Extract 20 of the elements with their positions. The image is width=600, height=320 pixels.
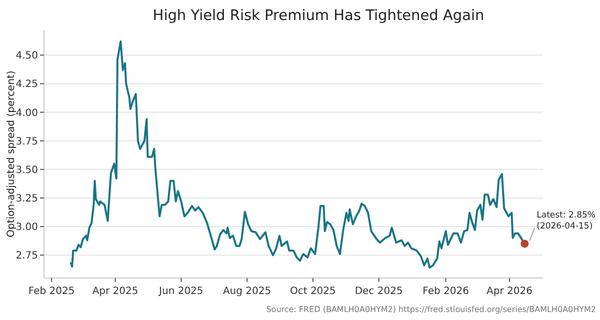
x-tick-label: Jun 2025 [158,286,204,297]
chart-title: High Yield Risk Premium Has Tightened Again [152,8,484,24]
y-tick-label: 4.25 [16,79,38,90]
y-tick-label: 4.50 [16,50,38,62]
y-axis-title: Option-adjusted spread (percent) [6,70,17,238]
y-tick-label: 3.25 [16,194,38,204]
y-tick-label: 2.75 [16,250,38,262]
x-tick-label: Apr 2026 [486,286,532,297]
x-tick-label: Feb 2025 [28,286,75,297]
source-note: Source: FRED (BAMLH0A0HYM2) https://fred.stlouisfed.org/series/BAMLH0A0HYM2 [266,305,596,314]
y-tick-label: 3.50 [16,164,38,176]
x-tick-label: Oct 2025 [290,286,336,297]
y-tick-label: 4.00 [16,108,38,119]
annotation: Latest: 2.85% (2026-04-15) [536,210,596,232]
y-tick-label: 3.75 [16,136,38,148]
x-tick-label: Dec 2025 [354,286,403,297]
x-tick-label: Aug 2025 [222,286,272,297]
y-tick-label: 3.00 [16,222,38,234]
x-tick-label: Feb 2026 [422,286,469,297]
x-tick-label: Apr 2025 [92,286,138,297]
